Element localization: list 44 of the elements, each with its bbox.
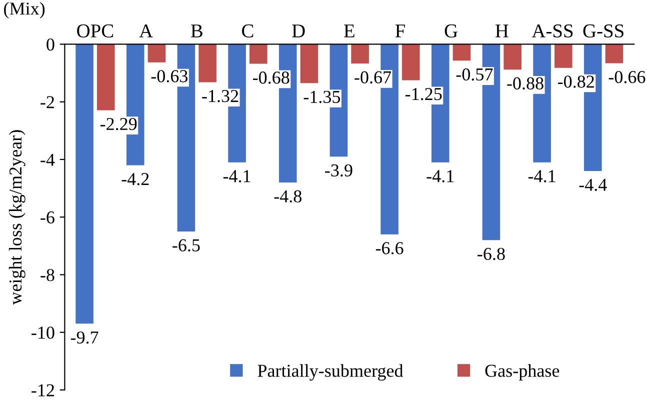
data-label: -4.2 [122, 172, 149, 186]
y-tick-label: -4 [40, 154, 55, 166]
data-label: -4.4 [579, 178, 607, 191]
data-label: -3.9 [325, 164, 352, 177]
legend-label: Partially-submerged [258, 364, 404, 381]
x-tick-label: F [395, 24, 405, 38]
y-tick-label: 0 [46, 38, 54, 51]
x-tick-label: C [242, 24, 254, 38]
y-tick-label: -10 [32, 326, 54, 339]
data-label: -0.67 [354, 71, 392, 84]
data-label: -0.57 [456, 68, 493, 81]
x-tick-label: E [344, 24, 354, 38]
data-label: -0.63 [151, 70, 188, 82]
x-tick-label: B [190, 24, 202, 38]
data-label: -6.5 [172, 239, 200, 252]
y-tick-label: -6 [40, 211, 54, 224]
y-tick-label: -12 [32, 384, 54, 396]
x-tick-label: OPC [77, 24, 114, 38]
data-label: -4.1 [223, 170, 250, 182]
x-tick-label: G-SS [583, 24, 624, 38]
data-label: -0.82 [558, 76, 594, 88]
data-label: -0.66 [608, 70, 646, 84]
y-axis-title: weight loss (kg/m2year) [8, 130, 26, 305]
data-label: -0.68 [252, 72, 290, 84]
legend-label: Gas-phase [485, 364, 560, 381]
y-tick-label: -8 [40, 268, 54, 282]
data-label: -6.6 [376, 242, 404, 254]
data-label: -4.1 [528, 170, 556, 182]
data-label: -1.35 [304, 90, 340, 104]
data-label: -1.25 [405, 88, 442, 100]
x-tick-label: A [139, 24, 153, 38]
data-label: -4.8 [274, 190, 302, 202]
data-label: -9.7 [70, 331, 98, 344]
data-label: -6.8 [478, 248, 505, 260]
x-tick-label: A-SS [532, 24, 573, 38]
data-label: -2.29 [100, 118, 137, 130]
x-axis-title: (Mix) [4, 2, 45, 18]
data-label: -0.88 [507, 77, 544, 90]
data-label: -4.1 [426, 170, 454, 182]
data-label: -1.32 [202, 90, 238, 102]
x-tick-label: H [495, 24, 508, 38]
x-tick-label: G [444, 24, 458, 38]
y-tick-label: -2 [40, 96, 54, 108]
x-tick-label: D [292, 24, 305, 38]
